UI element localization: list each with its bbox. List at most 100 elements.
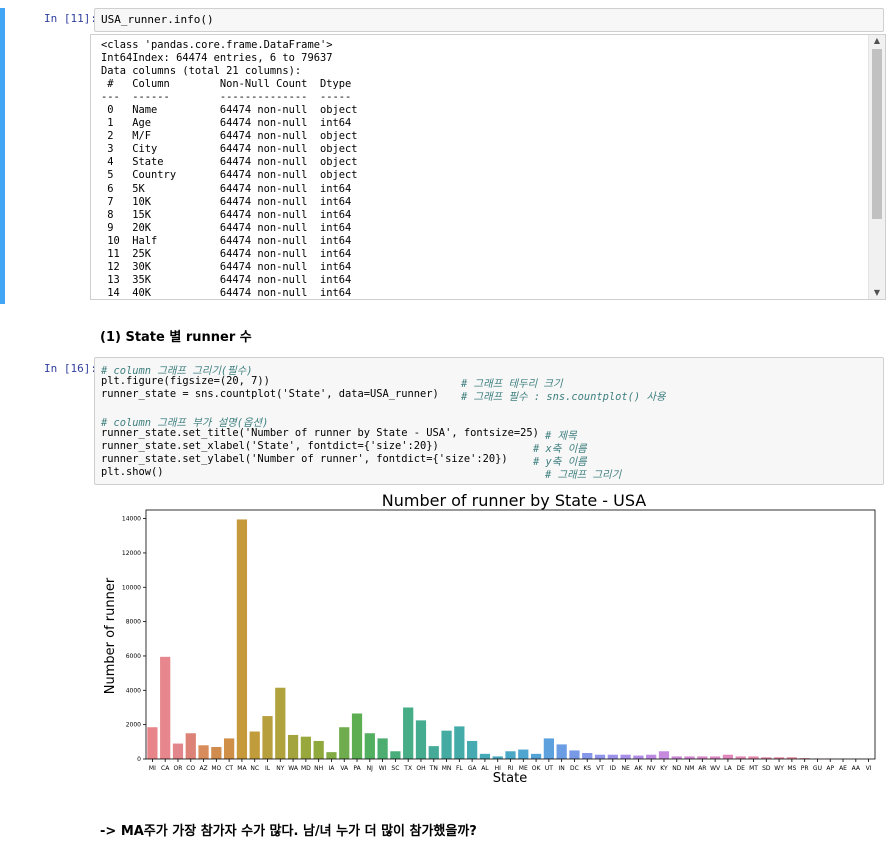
bar-ga: [467, 740, 478, 759]
bar-ms: [786, 757, 797, 759]
bars: [147, 519, 874, 759]
x-tick-label: WV: [710, 765, 721, 772]
plot-frame: [145, 509, 876, 760]
x-tick-label: CA: [161, 765, 170, 772]
x-tick-label: DC: [570, 765, 579, 772]
bar-ca: [160, 656, 171, 759]
bar-al: [479, 753, 491, 759]
x-tick-label: TX: [403, 765, 412, 772]
scroll-up-icon[interactable]: ▲: [873, 36, 881, 45]
output-line: Data columns (total 21 columns):: [101, 65, 302, 78]
x-tick-label: OR: [174, 765, 183, 772]
x-tick-label: CO: [186, 765, 195, 772]
x-tick-label: MO: [211, 765, 221, 772]
bar-va: [339, 727, 350, 759]
y-tick-label: 2000: [126, 722, 141, 729]
output-line: 11 25K 64474 non-null int64: [101, 247, 358, 260]
output-line: 1 Age 64474 non-null int64: [101, 117, 358, 130]
output-line: 13 35K 64474 non-null int64: [101, 273, 358, 286]
code-line: plt.show(): [101, 466, 164, 478]
x-tick-label: SC: [391, 765, 399, 772]
bar-hi: [492, 756, 503, 759]
output-line: 8 15K 64474 non-null int64: [101, 208, 358, 221]
bar-az: [198, 745, 209, 759]
y-tick-label: 4000: [126, 687, 141, 694]
x-tick-label: SD: [762, 765, 771, 772]
cell2-code-input[interactable]: # column 그래프 그리기(필수) plt.figure(figsize=(…: [94, 357, 884, 485]
bar-mo: [211, 746, 222, 759]
scroll-thumb[interactable]: [872, 49, 882, 219]
bar-ar: [697, 756, 708, 759]
cell1-output-text: <class 'pandas.core.frame.DataFrame'> Int…: [101, 39, 358, 299]
scroll-down-icon[interactable]: ▼: [873, 288, 881, 297]
code-line: # column 그래프 그리기(필수): [101, 365, 253, 377]
bar-ne: [620, 754, 631, 759]
x-tick-label: MD: [301, 765, 311, 772]
x-tick-label: NM: [685, 765, 695, 772]
x-tick-label: KS: [583, 765, 591, 772]
bar-ny: [275, 687, 286, 759]
cell2-prompt: In [16]:: [44, 362, 97, 375]
cell1-code-input[interactable]: USA_runner.info(): [94, 8, 884, 32]
selected-cell-indicator: [0, 8, 5, 304]
x-tick-label: AP: [826, 765, 834, 772]
x-tick-label: MS: [787, 765, 796, 772]
x-tick-label: FL: [456, 765, 463, 772]
x-tick-label: OH: [416, 765, 425, 772]
x-tick-label: ME: [519, 765, 528, 772]
output-line: 0 Name 64474 non-null object: [101, 104, 358, 117]
conclusion-text: -> MA주가 가장 참가자 수가 많다. 남/녀 누가 더 많이 참가했을까?: [100, 824, 477, 839]
output-line: 3 City 64474 non-null object: [101, 143, 358, 156]
bar-la: [722, 754, 734, 759]
bar-pr: [799, 758, 810, 759]
bar-id: [607, 754, 618, 759]
bar-ri: [505, 751, 516, 759]
x-tick-label: AK: [634, 765, 643, 772]
bar-de: [735, 756, 746, 759]
x-tick-label: WY: [774, 765, 784, 772]
cell1-output-area[interactable]: <class 'pandas.core.frame.DataFrame'> Int…: [90, 34, 886, 300]
section-heading: (1) State 별 runner 수: [100, 330, 252, 345]
bar-or: [172, 743, 184, 759]
y-tick-label: 0: [137, 756, 141, 763]
bar-pa: [351, 713, 363, 759]
y-tick-label: 12000: [122, 550, 141, 557]
output-line: 2 M/F 64474 non-null object: [101, 130, 358, 143]
bar-sc: [390, 751, 401, 759]
bar-nj: [364, 733, 375, 759]
x-tick-label: MT: [749, 765, 758, 772]
x-tick-label: MI: [149, 765, 156, 772]
cell1-prompt: In [11]:: [44, 12, 97, 25]
output-line: # Column Non-Null Count Dtype: [101, 78, 358, 91]
bar-mi: [147, 727, 158, 759]
x-tick-label: KY: [660, 765, 668, 772]
x-tick-label: ND: [672, 765, 681, 772]
code-line: plt.figure(figsize=(20, 7)): [101, 375, 270, 387]
bar-fl: [454, 726, 465, 759]
code-comment: # 그래프 테두리 크기: [461, 378, 563, 390]
code-comment: # 그래프 그리기: [545, 469, 622, 481]
y-tick-label: 10000: [122, 584, 141, 591]
bar-dc: [569, 750, 580, 759]
bar-ok: [530, 753, 542, 759]
bar-nv: [646, 754, 657, 759]
x-tick-label: VI: [866, 765, 872, 772]
output-line: --- ------ -------------- -----: [101, 91, 358, 104]
output-line: <class 'pandas.core.frame.DataFrame'>: [101, 39, 333, 51]
x-tick-label: MA: [237, 765, 247, 772]
x-axis: MI CA OR CO AZ MO CT MA NC IL NY WA MD NH IA VA PA NJ WI SC…: [149, 759, 872, 772]
output-scrollbar[interactable]: ▲ ▼: [868, 35, 885, 299]
bar-ky: [658, 751, 670, 759]
code-line: runner_state.set_ylabel('Number of runne…: [101, 453, 508, 465]
bar-il: [262, 716, 273, 759]
bar-wi: [377, 738, 388, 759]
code-line: runner_state.set_title('Number of runner…: [101, 427, 539, 439]
x-tick-label: OK: [532, 765, 542, 772]
bar-tx: [403, 707, 414, 759]
output-line: 9 20K 64474 non-null int64: [101, 221, 358, 234]
y-axis: 0 2000 4000 6000 8000 10000 12000 14000: [122, 516, 146, 763]
output-line: 4 State 64474 non-null object: [101, 156, 358, 169]
x-tick-label: AL: [481, 765, 489, 772]
x-tick-label: NC: [250, 765, 259, 772]
bar-nc: [249, 731, 260, 759]
